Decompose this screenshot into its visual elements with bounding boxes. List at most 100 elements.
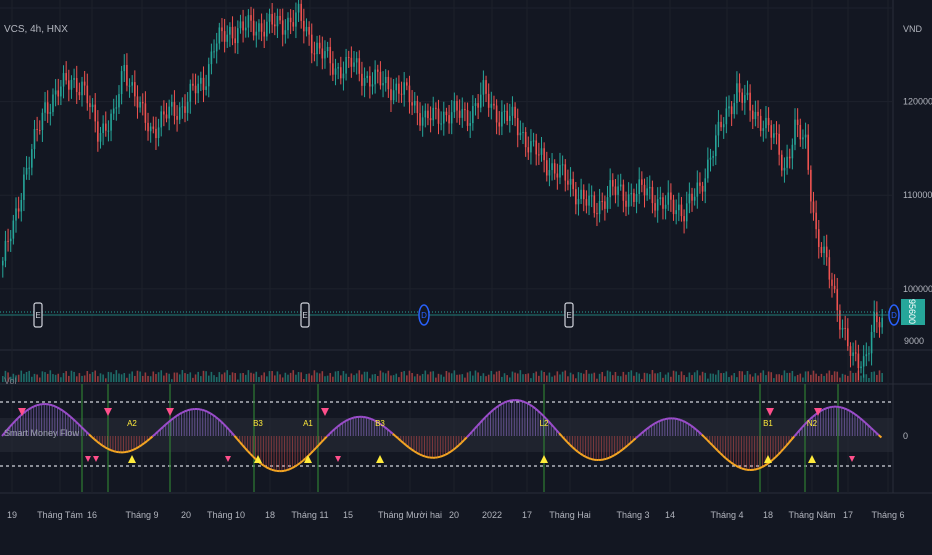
volume-bar — [356, 373, 358, 382]
volume-bar — [364, 372, 366, 382]
candle-body — [81, 82, 83, 96]
volume-bar — [852, 373, 854, 382]
symbol-title[interactable]: VCS, 4h, HNX — [4, 24, 68, 35]
volume-bar — [815, 374, 817, 382]
volume-bar — [303, 379, 305, 382]
candle-body — [694, 197, 696, 201]
candle-body — [126, 65, 128, 86]
volume-bar — [277, 371, 279, 382]
volume-bar — [71, 371, 73, 382]
event-marker-glyph: D — [421, 311, 427, 320]
volume-bar — [195, 374, 197, 382]
candle-body — [533, 140, 535, 141]
volume-bar — [752, 377, 754, 382]
volume-pane-label: Vol — [4, 376, 17, 386]
candle-body — [821, 247, 823, 253]
buy-signal-icon — [808, 455, 816, 463]
candle-body — [781, 155, 783, 171]
candle-body — [475, 103, 477, 106]
candle-body — [44, 102, 46, 112]
candle-body — [372, 84, 374, 86]
volume-bar — [298, 372, 300, 382]
volume-bar — [393, 375, 395, 382]
candle-body — [675, 210, 677, 214]
candle-body — [84, 82, 86, 86]
volume-bar — [575, 378, 577, 382]
volume-bar — [504, 373, 506, 382]
candle-body — [229, 27, 231, 35]
candle-body — [176, 116, 178, 120]
candle-body — [256, 32, 258, 36]
candle-body — [134, 82, 136, 96]
oscillator-segment — [498, 404, 501, 406]
volume-bar — [340, 375, 342, 382]
oscillator-segment — [31, 407, 34, 408]
candle-body — [232, 27, 234, 38]
volume-bar — [866, 374, 868, 382]
volume-bar — [358, 370, 360, 382]
candle-body — [411, 102, 413, 105]
oscillator-segment — [446, 453, 449, 454]
candle-body — [348, 57, 350, 58]
candle-body — [871, 332, 873, 353]
volume-bar — [844, 375, 846, 382]
candle-body — [306, 27, 308, 31]
candle-body — [73, 78, 75, 80]
oscillator-segment — [755, 469, 758, 470]
volume-bar — [644, 373, 646, 382]
candle-body — [182, 106, 184, 107]
volume-bar — [464, 378, 466, 382]
time-axis-label: Tháng 6 — [871, 510, 904, 520]
volume-bar — [316, 373, 318, 382]
volume-bar — [667, 372, 669, 382]
signal-label: A1 — [303, 419, 313, 428]
oscillator-segment — [422, 455, 425, 456]
candle-body — [826, 247, 828, 258]
volume-bar — [749, 374, 751, 382]
oscillator-segment — [440, 456, 443, 457]
candle-body — [335, 68, 337, 74]
volume-bar — [454, 370, 456, 382]
volume-bar — [361, 374, 363, 382]
candle-body — [224, 31, 226, 42]
volume-bar — [472, 376, 474, 382]
volume-bar — [842, 374, 844, 382]
candle-body — [308, 27, 310, 35]
candle-body — [242, 21, 244, 30]
volume-bar — [786, 373, 788, 382]
oscillator-segment — [208, 412, 211, 413]
volume-bar — [813, 371, 815, 382]
volume-bar — [850, 371, 852, 382]
candle-body — [213, 51, 215, 52]
volume-bar — [860, 376, 862, 382]
volume-bar — [594, 373, 596, 382]
volume-bar — [528, 373, 530, 382]
candle-body — [467, 110, 469, 126]
candle-body — [105, 124, 107, 131]
volume-bar — [50, 370, 52, 382]
oscillator-segment — [744, 469, 747, 470]
volume-bar — [491, 371, 493, 382]
volume-bar — [432, 371, 434, 382]
time-axis-label: 16 — [87, 510, 97, 520]
candle-body — [358, 58, 360, 74]
sell-signal-icon — [85, 456, 91, 462]
volume-bar — [343, 371, 345, 382]
volume-bar — [380, 371, 382, 382]
oscillator-segment — [105, 447, 108, 448]
oscillator-segment — [274, 470, 277, 471]
candle-body — [491, 104, 493, 108]
candle-body — [638, 179, 640, 194]
oscillator-segment — [417, 453, 420, 454]
oscillator-segment — [504, 402, 507, 403]
candle-body — [538, 154, 540, 155]
volume-bar — [440, 375, 442, 382]
volume-bar — [744, 375, 746, 382]
volume-bar — [821, 374, 823, 382]
volume-bar — [351, 373, 353, 382]
volume-bar — [726, 371, 728, 382]
candle-body — [617, 186, 619, 194]
volume-bar — [863, 374, 865, 382]
volume-bar — [211, 372, 213, 382]
candle-body — [79, 92, 81, 95]
